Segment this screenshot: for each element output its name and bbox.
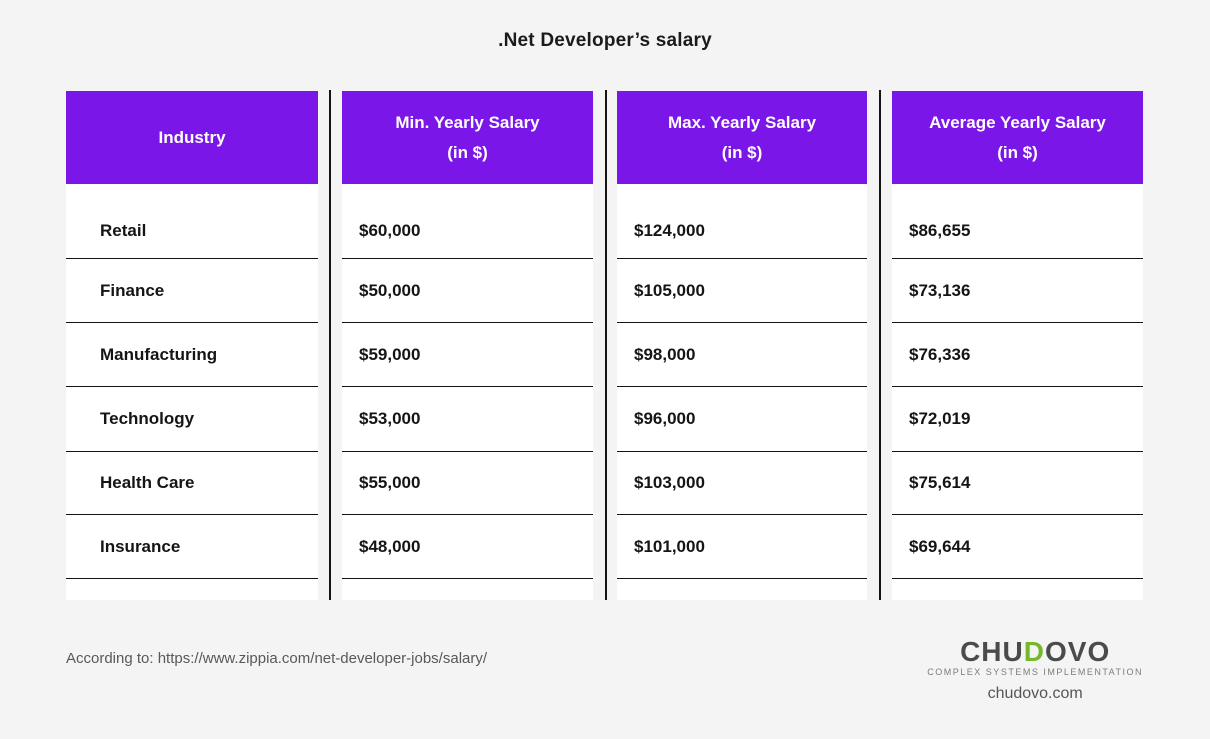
column-industry: Industry Retail Finance Manufacturing Te…	[66, 91, 318, 600]
chudovo-logo: CHUDOVO COMPLEX SYSTEMS IMPLEMENTATION c…	[927, 637, 1143, 703]
cell-min-technology: $53,000	[342, 387, 593, 452]
cell-industry-healthcare: Health Care	[66, 452, 318, 515]
cell-min-finance: $50,000	[342, 259, 593, 323]
cell-avg-finance: $73,136	[892, 259, 1143, 323]
salary-table: Industry Retail Finance Manufacturing Te…	[66, 90, 1143, 600]
cell-max-finance: $105,000	[617, 259, 867, 323]
column-max-salary: Max. Yearly Salary (in $) $124,000 $105,…	[617, 91, 867, 600]
cell-max-healthcare: $103,000	[617, 452, 867, 515]
logo-text-green-d: D	[1023, 636, 1045, 667]
cell-min-manufacturing: $59,000	[342, 323, 593, 387]
cell-industry-manufacturing: Manufacturing	[66, 323, 318, 387]
column-header-max-salary: Max. Yearly Salary (in $)	[617, 91, 867, 184]
logo-tagline: COMPLEX SYSTEMS IMPLEMENTATION	[927, 667, 1143, 677]
cell-industry-technology: Technology	[66, 387, 318, 452]
logo-text-post: OVO	[1044, 636, 1111, 667]
cell-min-insurance: $48,000	[342, 515, 593, 579]
column-divider-line	[329, 90, 331, 600]
column-divider-line	[605, 90, 607, 600]
cell-max-technology: $96,000	[617, 387, 867, 452]
cell-industry-insurance: Insurance	[66, 515, 318, 579]
column-divider-line	[879, 90, 881, 600]
header-line1: Industry	[158, 127, 226, 147]
page-title: .Net Developer’s salary	[498, 30, 712, 51]
cell-avg-manufacturing: $76,336	[892, 323, 1143, 387]
column-avg-salary: Average Yearly Salary (in $) $86,655 $73…	[892, 91, 1143, 600]
cell-max-manufacturing: $98,000	[617, 323, 867, 387]
cell-max-partial	[617, 579, 867, 600]
cell-industry-partial	[66, 579, 318, 600]
cell-avg-retail: $86,655	[892, 184, 1143, 259]
header-line1: Max. Yearly Salary	[667, 112, 817, 132]
cell-max-insurance: $101,000	[617, 515, 867, 579]
cell-min-healthcare: $55,000	[342, 452, 593, 515]
cell-avg-partial	[892, 579, 1143, 600]
source-note: According to: https://www.zippia.com/net…	[66, 650, 488, 667]
header-line1: Min. Yearly Salary	[395, 112, 540, 132]
column-min-salary: Min. Yearly Salary (in $) $60,000 $50,00…	[342, 91, 593, 600]
cell-avg-technology: $72,019	[892, 387, 1143, 452]
cell-min-partial	[342, 579, 593, 600]
header-line2: (in $)	[447, 142, 488, 162]
column-header-avg-salary: Average Yearly Salary (in $)	[892, 91, 1143, 184]
cell-industry-retail: Retail	[66, 184, 318, 259]
header-line1: Average Yearly Salary	[929, 112, 1106, 132]
cell-avg-healthcare: $75,614	[892, 452, 1143, 515]
logo-wordmark: CHUDOVO	[927, 637, 1143, 666]
cell-avg-insurance: $69,644	[892, 515, 1143, 579]
column-header-industry: Industry	[66, 91, 318, 184]
header-line2: (in $)	[997, 142, 1038, 162]
cell-industry-finance: Finance	[66, 259, 318, 323]
cell-max-retail: $124,000	[617, 184, 867, 259]
header-line2: (in $)	[721, 142, 763, 162]
logo-text-pre: CHU	[960, 636, 1024, 667]
logo-website: chudovo.com	[987, 685, 1083, 702]
column-header-min-salary: Min. Yearly Salary (in $)	[342, 91, 593, 184]
cell-min-retail: $60,000	[342, 184, 593, 259]
